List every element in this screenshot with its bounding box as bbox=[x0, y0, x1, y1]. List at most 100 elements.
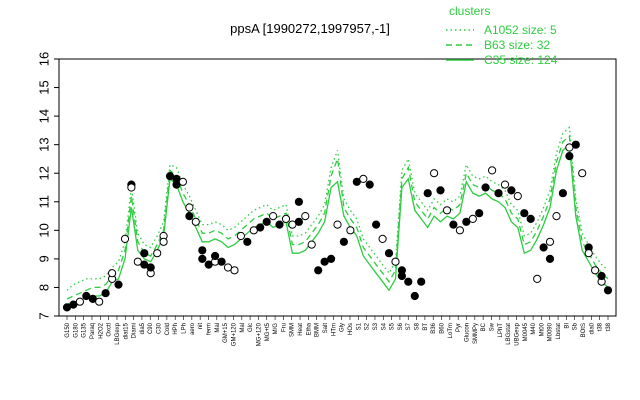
x-tick-label: LoTm bbox=[448, 323, 454, 338]
data-point bbox=[153, 249, 162, 258]
x-tick-label: BC bbox=[481, 322, 487, 331]
data-point bbox=[552, 212, 561, 221]
x-tick-label: B60 bbox=[440, 322, 446, 333]
x-tick-label: Lbstat bbox=[556, 323, 562, 340]
x-tick-label: G150 bbox=[65, 322, 71, 337]
plot-frame bbox=[58, 58, 617, 317]
series-line-dotted bbox=[66, 126, 609, 291]
data-point bbox=[475, 209, 484, 218]
data-point bbox=[603, 286, 613, 295]
data-point bbox=[520, 209, 529, 218]
x-tick-label: t38 bbox=[606, 322, 612, 331]
data-point bbox=[256, 223, 265, 232]
data-point bbox=[481, 183, 490, 192]
data-point bbox=[533, 274, 542, 283]
data-point bbox=[488, 166, 497, 175]
data-point bbox=[127, 183, 136, 192]
data-point bbox=[69, 300, 78, 309]
x-tick-label: G135 bbox=[82, 322, 88, 337]
data-point bbox=[211, 251, 220, 261]
x-tick-label: Paraq bbox=[90, 323, 96, 339]
data-point bbox=[333, 220, 342, 229]
data-point bbox=[185, 212, 194, 221]
data-point bbox=[314, 266, 323, 275]
x-tick-label: diat15 bbox=[123, 322, 129, 339]
data-point bbox=[178, 177, 187, 186]
data-point bbox=[565, 152, 574, 161]
x-tick-label: dia5 bbox=[140, 322, 146, 334]
x-tick-label: S4 bbox=[381, 322, 387, 330]
y-tick-label: 8 bbox=[36, 284, 51, 291]
x-tick-label: C30 bbox=[157, 322, 163, 334]
x-tick-label: Glucon bbox=[465, 323, 471, 342]
x-tick-label: SMMPy bbox=[473, 323, 479, 344]
x-tick-label: Sb bbox=[573, 322, 579, 330]
data-point bbox=[191, 217, 200, 226]
x-tick-label: C90 bbox=[148, 322, 154, 334]
x-tick-label: t38 bbox=[598, 322, 604, 331]
x-axis: G150 G180 G135 Paraq H2O2 Oxctl LBGexp diat15 Di… bbox=[65, 316, 612, 346]
data-point bbox=[597, 271, 606, 281]
y-tick-label: 11 bbox=[36, 195, 51, 209]
x-tick-label: Glc bbox=[248, 323, 254, 332]
x-tick-label: Fru bbox=[281, 323, 287, 332]
x-tick-label: S5 bbox=[390, 322, 396, 330]
y-tick-label: 9 bbox=[36, 255, 51, 262]
data-point bbox=[423, 189, 432, 198]
legend-entry-a1052: A1052 size: 5 bbox=[484, 23, 557, 37]
x-tick-label: Diami bbox=[132, 323, 138, 338]
data-point bbox=[539, 243, 548, 252]
x-tick-label: BMM bbox=[315, 323, 321, 337]
data-point bbox=[500, 180, 510, 189]
x-tick-label: Cold bbox=[165, 323, 171, 335]
data-point bbox=[365, 180, 374, 189]
x-tick-label: Mal bbox=[215, 323, 221, 333]
data-point bbox=[494, 189, 503, 198]
data-point bbox=[352, 177, 361, 186]
x-tick-label: BT bbox=[423, 323, 429, 331]
chart-title: ppsA [1990272,1997957,-1] bbox=[230, 21, 390, 36]
data-point bbox=[82, 291, 91, 301]
x-tick-label: S1 bbox=[356, 322, 362, 330]
data-point bbox=[114, 280, 123, 289]
x-tick-label: LBGexp bbox=[115, 322, 121, 344]
data-point bbox=[436, 186, 445, 195]
data-point bbox=[513, 192, 522, 201]
data-point bbox=[243, 237, 252, 246]
legend-title: clusters bbox=[449, 4, 490, 18]
data-point bbox=[468, 214, 477, 223]
data-point bbox=[75, 297, 85, 306]
y-axis: 7 8 9 10 11 12 13 14 15 16 bbox=[36, 52, 59, 320]
data-point bbox=[146, 263, 155, 272]
x-tick-label: S6 bbox=[398, 322, 404, 330]
data-point bbox=[584, 249, 593, 258]
x-tick-label: GM+15 bbox=[223, 322, 229, 343]
y-tick-label: 16 bbox=[36, 52, 51, 66]
data-point bbox=[545, 237, 555, 246]
x-tick-label: dia0 bbox=[589, 322, 595, 334]
x-tick-label: LPhT bbox=[498, 323, 504, 338]
data-point bbox=[95, 297, 104, 306]
y-tick-label: 13 bbox=[36, 137, 51, 151]
x-tick-label: Pyr bbox=[456, 323, 462, 332]
x-tick-label: Etha bbox=[306, 322, 312, 335]
data-point bbox=[449, 220, 458, 229]
data-point bbox=[198, 254, 207, 263]
data-point bbox=[391, 257, 400, 266]
data-point bbox=[120, 234, 130, 243]
data-point bbox=[301, 212, 310, 221]
data-point bbox=[359, 174, 368, 183]
x-tick-label: BI bbox=[564, 323, 570, 329]
data-point bbox=[372, 220, 381, 229]
data-point bbox=[545, 254, 555, 263]
data-point bbox=[198, 246, 207, 255]
legend-entry-c35: C35 size: 124 bbox=[484, 53, 558, 67]
data-point bbox=[397, 271, 406, 281]
legend: clusters A1052 size: 5 B63 size: 32 C35 … bbox=[446, 4, 558, 67]
data-point bbox=[455, 226, 464, 235]
x-tick-label: Sw bbox=[489, 322, 495, 331]
data-point bbox=[558, 189, 568, 198]
x-tick-label: S8 bbox=[415, 322, 421, 330]
data-point bbox=[404, 277, 413, 286]
y-tick-label: 10 bbox=[36, 223, 51, 237]
